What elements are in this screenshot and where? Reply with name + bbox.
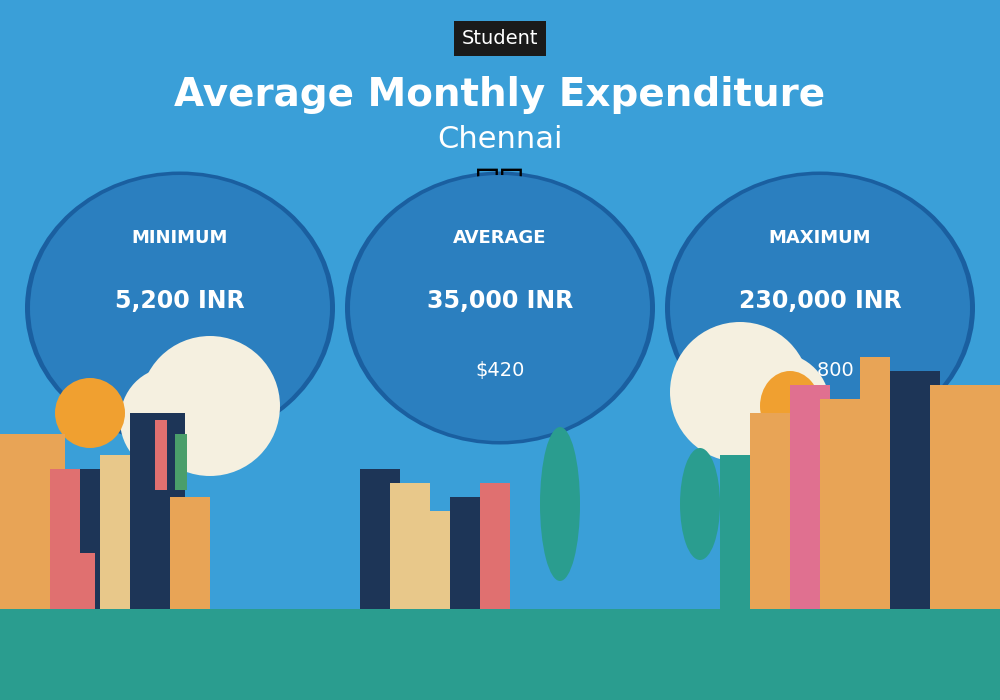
Ellipse shape: [760, 371, 820, 441]
FancyBboxPatch shape: [0, 609, 1000, 700]
FancyBboxPatch shape: [720, 455, 760, 609]
FancyBboxPatch shape: [130, 413, 185, 609]
FancyBboxPatch shape: [750, 413, 805, 609]
Ellipse shape: [680, 448, 720, 560]
Ellipse shape: [345, 172, 655, 444]
Ellipse shape: [120, 368, 220, 472]
Ellipse shape: [665, 172, 975, 444]
FancyBboxPatch shape: [55, 469, 110, 609]
Ellipse shape: [140, 336, 280, 476]
Ellipse shape: [350, 175, 650, 441]
FancyBboxPatch shape: [820, 399, 875, 609]
FancyBboxPatch shape: [790, 385, 830, 609]
FancyBboxPatch shape: [55, 553, 95, 609]
Ellipse shape: [30, 175, 330, 441]
Text: AVERAGE: AVERAGE: [453, 229, 547, 247]
FancyBboxPatch shape: [50, 469, 80, 609]
FancyBboxPatch shape: [480, 483, 510, 609]
FancyBboxPatch shape: [430, 511, 460, 609]
Ellipse shape: [540, 427, 580, 581]
FancyBboxPatch shape: [930, 385, 1000, 609]
FancyBboxPatch shape: [100, 455, 155, 609]
Text: 🇮🇳: 🇮🇳: [475, 164, 525, 206]
FancyBboxPatch shape: [360, 469, 400, 609]
FancyBboxPatch shape: [0, 434, 65, 609]
FancyBboxPatch shape: [880, 371, 940, 609]
FancyBboxPatch shape: [170, 497, 210, 609]
Text: Chennai: Chennai: [437, 125, 563, 155]
Text: Student: Student: [462, 29, 538, 48]
Text: MINIMUM: MINIMUM: [132, 229, 228, 247]
FancyBboxPatch shape: [450, 497, 480, 609]
Text: 35,000 INR: 35,000 INR: [427, 289, 573, 313]
FancyBboxPatch shape: [155, 420, 167, 490]
FancyBboxPatch shape: [390, 483, 430, 609]
Text: Average Monthly Expenditure: Average Monthly Expenditure: [174, 76, 826, 113]
Text: 5,200 INR: 5,200 INR: [115, 289, 245, 313]
Text: MAXIMUM: MAXIMUM: [769, 229, 871, 247]
Text: $2,800: $2,800: [786, 361, 854, 381]
Ellipse shape: [670, 322, 810, 462]
Text: $63: $63: [161, 361, 199, 381]
Text: $420: $420: [475, 361, 525, 381]
Ellipse shape: [670, 175, 970, 441]
FancyBboxPatch shape: [175, 434, 187, 490]
Ellipse shape: [730, 354, 830, 458]
Text: 230,000 INR: 230,000 INR: [739, 289, 901, 313]
Ellipse shape: [55, 378, 125, 448]
Ellipse shape: [25, 172, 335, 444]
FancyBboxPatch shape: [860, 357, 890, 609]
